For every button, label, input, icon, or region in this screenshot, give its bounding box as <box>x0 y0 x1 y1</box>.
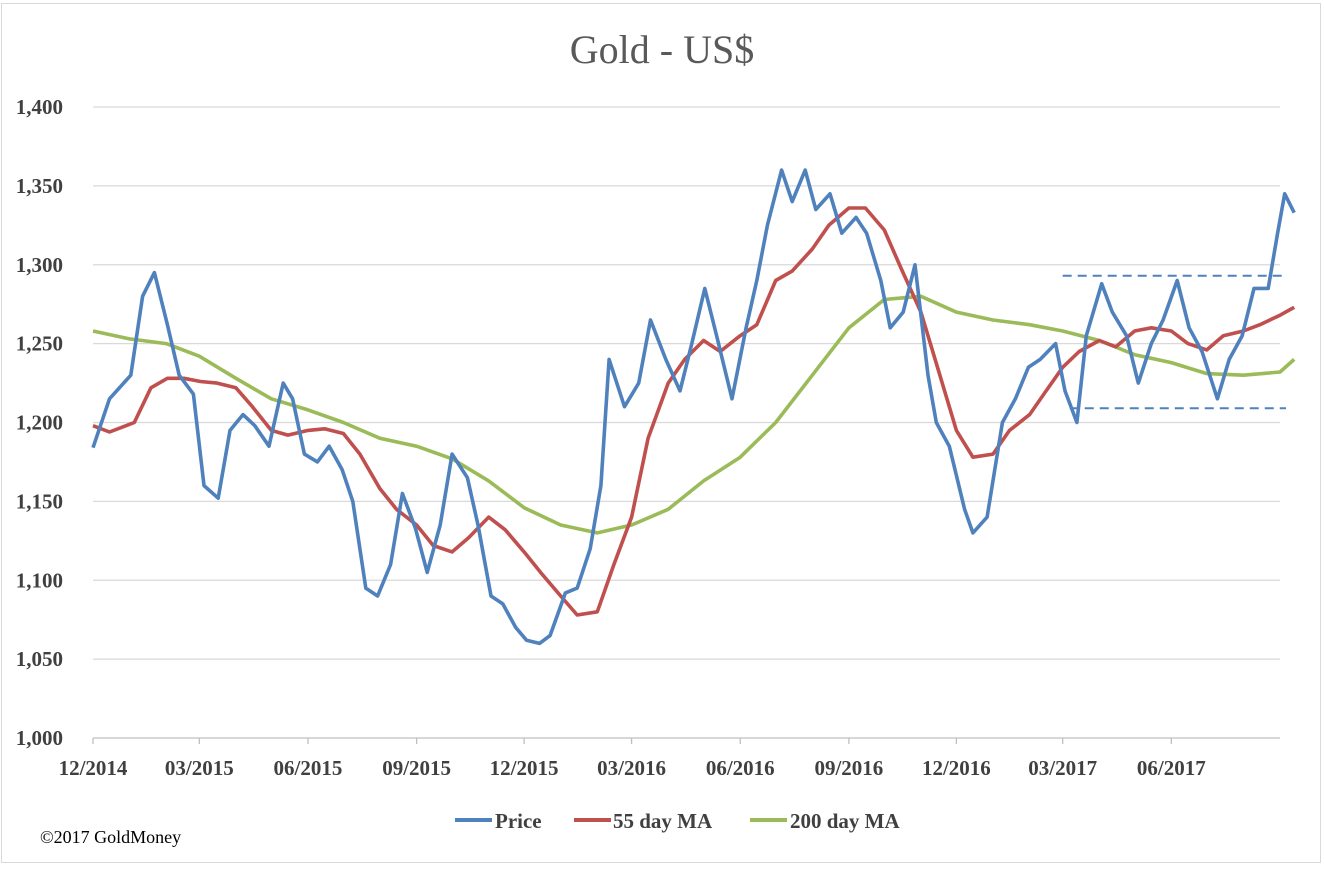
y-tick-label: 1,300 <box>16 253 63 277</box>
y-tick-label: 1,400 <box>16 95 63 119</box>
chart-title: Gold - US$ <box>570 27 754 72</box>
x-tick-label: 06/2015 <box>274 756 343 780</box>
legend: Price 55 day MA 200 day MA <box>455 809 901 833</box>
x-tick-label: 12/2015 <box>490 756 559 780</box>
reference-lines <box>1062 274 1286 410</box>
legend-label-55-day-ma: 55 day MA <box>613 809 713 833</box>
series-line-price <box>91 168 1296 646</box>
x-tick-label: 09/2016 <box>814 756 883 780</box>
y-tick-label: 1,200 <box>16 411 63 435</box>
x-tick-label: 03/2017 <box>1028 756 1097 780</box>
y-tick-label: 1,000 <box>16 726 63 750</box>
copyright-text: ©2017 GoldMoney <box>40 827 181 847</box>
y-tick-label: 1,050 <box>16 647 63 671</box>
x-tick-label: 06/2017 <box>1137 756 1206 780</box>
series-line-55-day-ma <box>92 206 1296 617</box>
x-tick-label: 06/2016 <box>706 756 775 780</box>
y-tick-label: 1,150 <box>16 489 63 513</box>
x-tick-label: 09/2015 <box>382 756 451 780</box>
y-tick-label: 1,250 <box>16 332 63 356</box>
legend-label-price: Price <box>495 809 542 833</box>
x-tick-label: 12/2014 <box>59 756 128 780</box>
legend-label-200-day-ma: 200 day MA <box>790 809 901 833</box>
gridlines <box>93 106 1280 739</box>
y-axis-ticks: 1,000 1,050 1,100 1,150 1,200 1,250 1,300 1,350… <box>16 95 63 750</box>
x-tick-label: 03/2016 <box>597 756 666 780</box>
chart-frame <box>1 3 1321 863</box>
x-axis-ticks: 12/2014 03/2015 06/2015 09/2015 12/2015 03/20… <box>59 738 1206 780</box>
x-tick-label: 12/2016 <box>922 756 991 780</box>
x-tick-label: 03/2015 <box>165 756 234 780</box>
y-tick-label: 1,350 <box>16 174 63 198</box>
y-tick-label: 1,100 <box>16 568 63 592</box>
series-lines <box>91 168 1296 646</box>
